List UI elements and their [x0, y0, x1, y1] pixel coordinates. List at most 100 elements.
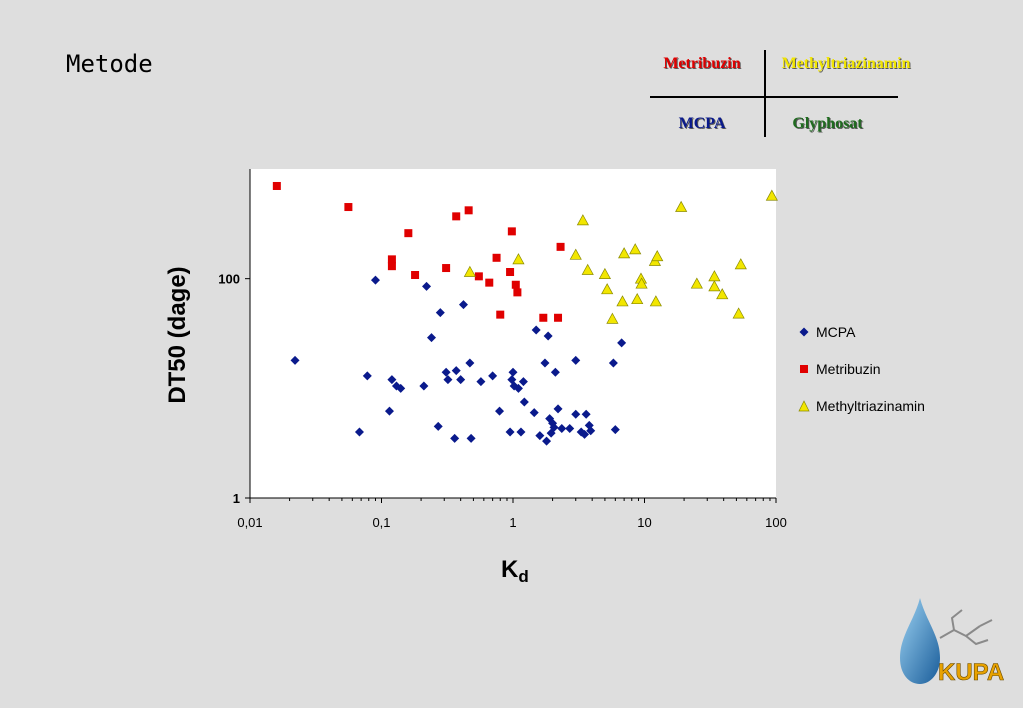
methyltriazinamin-point	[512, 253, 525, 265]
legend-label: MCPA	[816, 323, 856, 340]
metribuzin-point	[496, 310, 505, 319]
legend-label: Metribuzin	[816, 360, 881, 377]
quadrant-mcpa-label: MCPA	[678, 115, 726, 132]
y-axis-label: DT50 (dage)	[164, 266, 191, 404]
methyltriazinamin-point	[690, 277, 703, 289]
metribuzin-point	[404, 229, 413, 238]
methyltriazinamin-point	[569, 248, 582, 260]
metribuzin-point	[513, 288, 522, 297]
metribuzin-point	[554, 313, 563, 322]
mcpa-point	[451, 366, 461, 376]
mcpa-point	[354, 427, 364, 437]
metribuzin-point	[492, 253, 501, 262]
mcpa-point	[519, 397, 529, 407]
slide-title: Metode	[66, 50, 153, 78]
legend-item-methyltriazinamin: Methyltriazinamin	[798, 387, 925, 424]
methyltriazinamin-point	[734, 258, 747, 270]
mcpa-point	[513, 383, 523, 393]
metribuzin-point	[387, 262, 396, 271]
legend-item-mcpa: MCPA	[798, 313, 925, 350]
mcpa-point	[542, 436, 552, 446]
mcpa-point	[435, 308, 445, 318]
mcpa-point	[540, 358, 550, 368]
metribuzin-point	[556, 242, 565, 251]
x-axis-label: Kd	[501, 556, 529, 587]
quadrant-methyltriazinamin-label: Methyltriazinamin	[781, 55, 911, 72]
mcpa-point	[571, 355, 581, 365]
mcpa-point	[441, 367, 451, 377]
methyltriazinamin-point	[463, 265, 476, 277]
methyltriazinamin-point	[601, 283, 614, 295]
mcpa-point	[529, 408, 539, 418]
methyltriazinamin-point	[708, 270, 721, 282]
mcpa-point	[518, 377, 528, 387]
methyltriazinamin-point	[732, 307, 745, 319]
metribuzin-point	[474, 272, 483, 281]
x-axis-label-main: K	[501, 556, 519, 583]
metribuzin-point	[507, 227, 516, 236]
metribuzin-point	[411, 271, 420, 280]
mcpa-point	[507, 375, 517, 385]
metribuzin-point	[511, 280, 520, 289]
y-tick-label: 1	[233, 491, 240, 506]
metribuzin-point	[442, 264, 451, 273]
methyltriazinamin-point	[635, 277, 648, 289]
metribuzin-point	[539, 313, 548, 322]
mcpa-point	[557, 424, 567, 434]
mcpa-point	[531, 325, 541, 335]
mcpa-point	[456, 375, 466, 385]
x-tick-label: 100	[765, 515, 787, 530]
methyltriazinamin-point	[716, 288, 729, 300]
mcpa-point	[458, 300, 468, 310]
legend-marker	[800, 364, 808, 373]
legend-item-metribuzin: Metribuzin	[798, 350, 925, 387]
legend-label: Methyltriazinamin	[816, 397, 925, 414]
x-tick-label: 0,01	[237, 515, 262, 530]
metribuzin-point	[344, 203, 353, 212]
mcpa-point	[426, 333, 436, 343]
methyltriazinamin-point	[675, 200, 688, 212]
mcpa-point	[581, 409, 591, 419]
mcpa-point	[466, 433, 476, 443]
legend-marker	[799, 327, 809, 336]
mcpa-point	[488, 371, 498, 381]
methyltriazinamin-point	[618, 247, 631, 259]
methyltriazinamin-point	[765, 189, 778, 201]
mcpa-point	[362, 371, 372, 381]
mcpa-point	[571, 409, 581, 419]
logo-text: KUPA	[938, 659, 1004, 686]
mcpa-point	[290, 355, 300, 365]
methyltriazinamin-point	[598, 267, 612, 279]
x-axis-label-sub: d	[518, 567, 529, 586]
x-tick-label: 0,1	[372, 515, 390, 530]
methyltriazinamin-point	[649, 295, 662, 307]
mcpa-point	[610, 425, 620, 435]
mcpa-point	[495, 406, 505, 416]
metribuzin-point	[272, 181, 281, 190]
y-tick-label: 100	[218, 272, 240, 287]
mcpa-point	[565, 424, 575, 434]
mcpa-point	[516, 427, 526, 437]
x-tick-label: 10	[637, 515, 651, 530]
mcpa-point	[553, 404, 563, 414]
mcpa-point	[396, 383, 406, 393]
mcpa-point	[550, 367, 560, 377]
mcpa-point	[508, 367, 518, 377]
methyltriazinamin-point	[576, 214, 589, 226]
metribuzin-point	[452, 212, 461, 221]
kupa-logo: KUPA	[900, 598, 1005, 686]
mcpa-point	[549, 422, 559, 432]
chart-legend: MCPA Metribuzin Methyltriazinamin	[798, 313, 925, 424]
mcpa-point	[617, 338, 627, 348]
mcpa-point	[433, 421, 443, 431]
metribuzin-point	[387, 255, 396, 264]
methyltriazinamin-point	[581, 263, 594, 275]
metribuzin-point	[506, 268, 515, 277]
x-tick-label: 1	[509, 515, 516, 530]
plot-area	[250, 169, 776, 498]
quadrant-metribuzin-label: Metribuzin	[663, 55, 741, 72]
mcpa-point	[443, 375, 453, 385]
metribuzin-point	[464, 206, 473, 215]
mcpa-point	[422, 281, 432, 291]
